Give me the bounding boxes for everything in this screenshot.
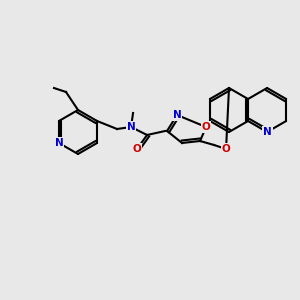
Text: N: N — [55, 138, 63, 148]
Text: O: O — [222, 144, 230, 154]
Text: N: N — [263, 127, 272, 137]
Text: O: O — [133, 144, 141, 154]
Text: N: N — [127, 122, 135, 132]
Text: O: O — [202, 122, 210, 132]
Text: N: N — [173, 110, 182, 120]
